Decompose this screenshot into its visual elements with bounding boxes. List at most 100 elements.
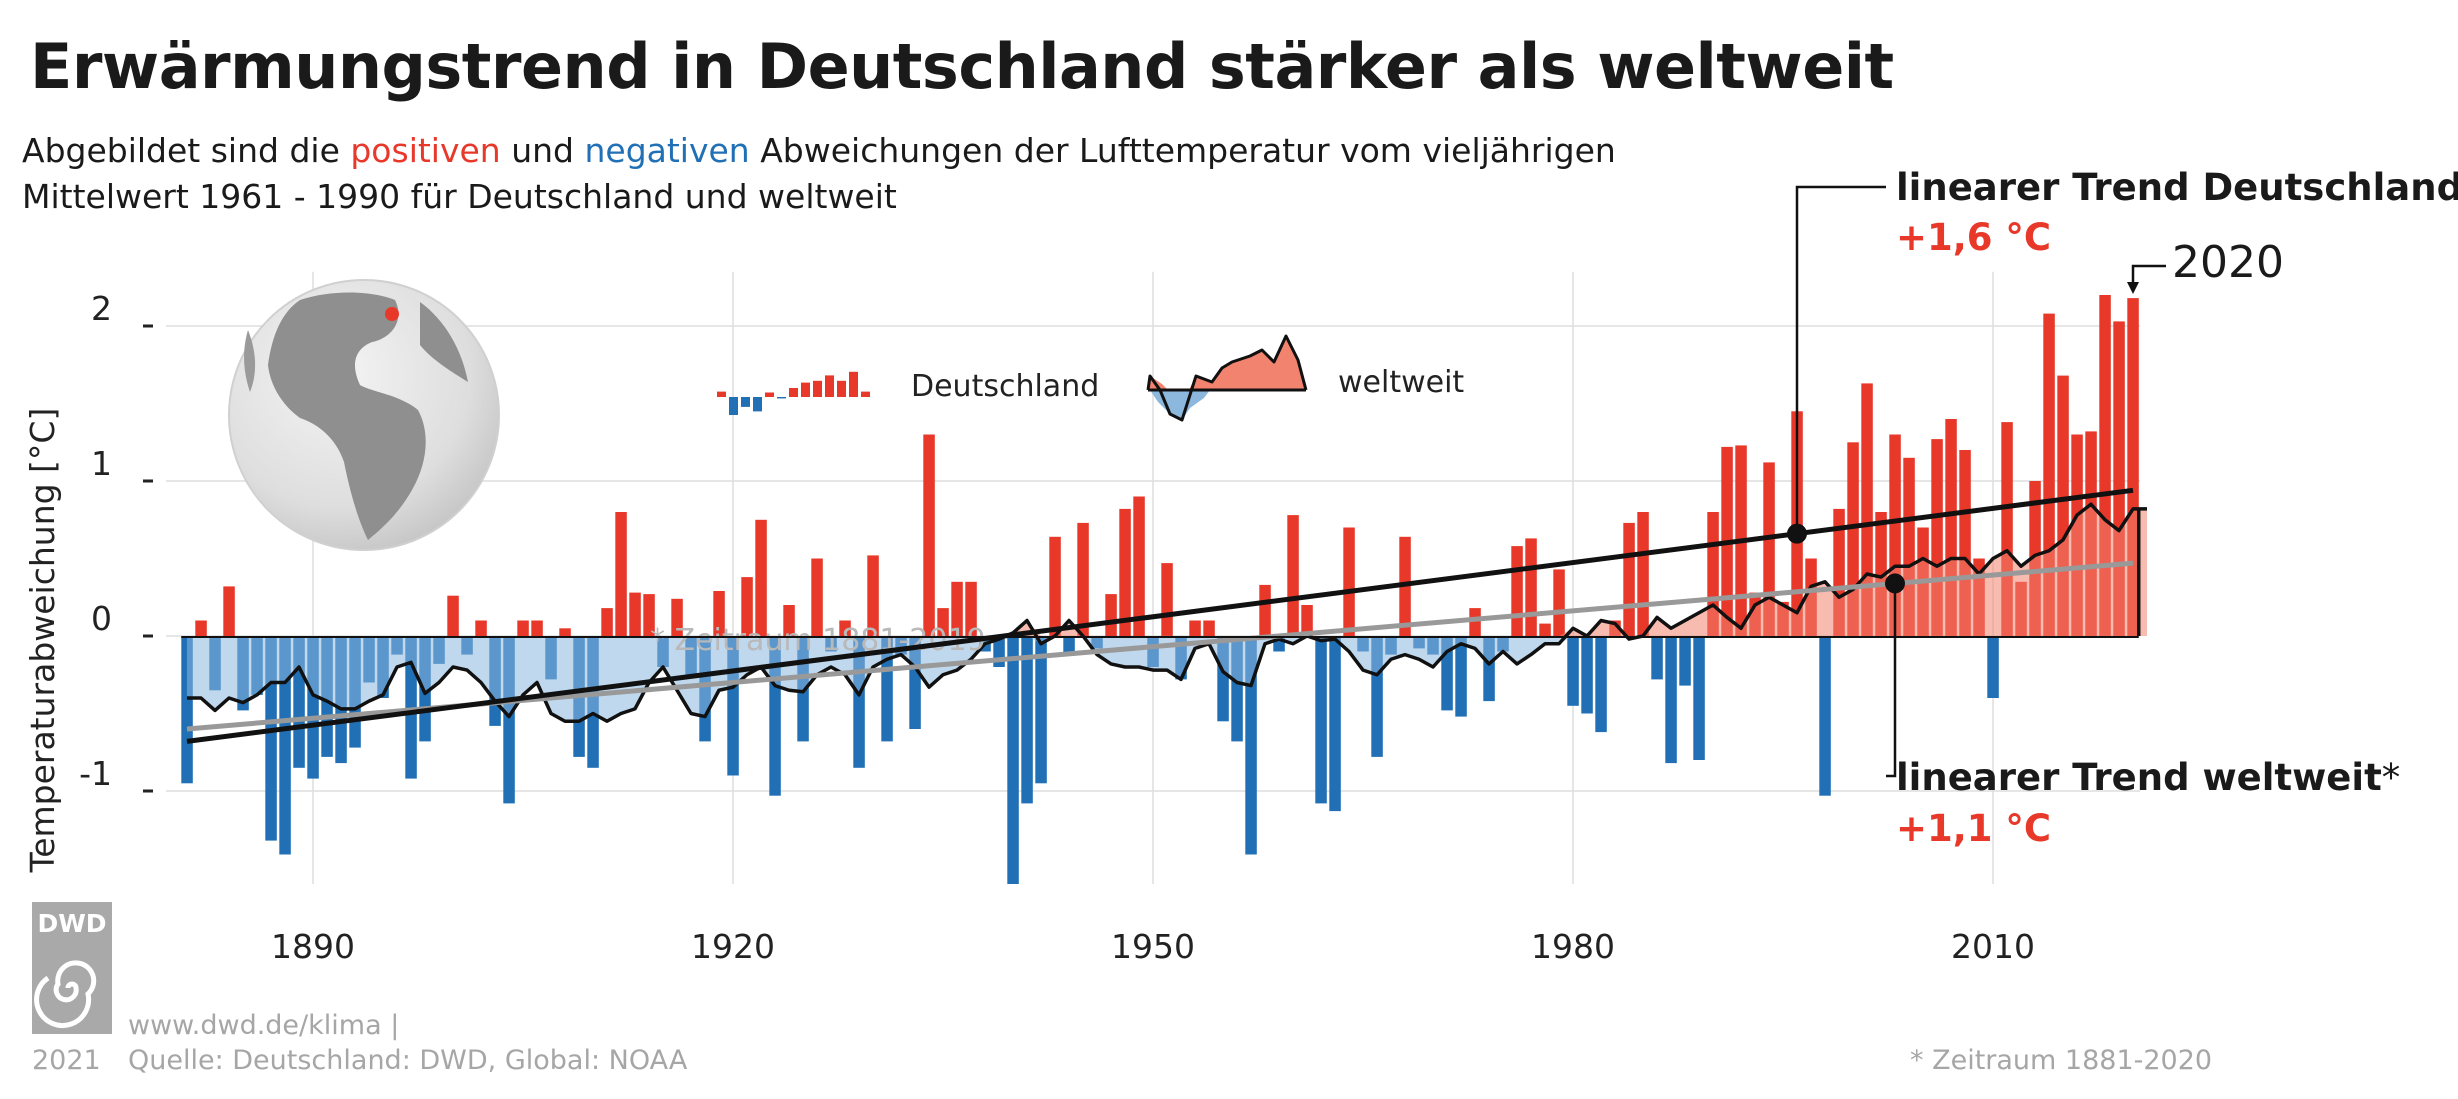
subtitle-text-1: Abgebildet sind die bbox=[22, 131, 351, 170]
bar-deutschland-1928 bbox=[839, 620, 851, 636]
bar-deutschland-1881 bbox=[181, 636, 193, 784]
y-axis-label: Temperaturabweichung [°C] bbox=[23, 408, 62, 874]
bar-deutschland-1904 bbox=[503, 636, 515, 804]
bar-deutschland-1922 bbox=[755, 519, 767, 637]
dwd-logo-text: DWD bbox=[37, 909, 106, 938]
trend-line-deutschland bbox=[186, 487, 2134, 744]
subtitle-text-3: Abweichungen der Lufttemperatur vom viel… bbox=[749, 131, 1616, 170]
bar-deutschland-1919 bbox=[713, 591, 725, 636]
legend-bar bbox=[777, 397, 786, 399]
bar-deutschland-1948 bbox=[1119, 508, 1131, 636]
legend-bar bbox=[741, 397, 750, 407]
bar-deutschland-2000 bbox=[1847, 442, 1859, 637]
bar-deutschland-1999 bbox=[1833, 508, 1845, 636]
bar-deutschland-1956 bbox=[1231, 636, 1243, 742]
bar-deutschland-1888 bbox=[279, 636, 291, 855]
bar-deutschland-1945 bbox=[1077, 522, 1089, 636]
bar-deutschland-1984 bbox=[1623, 522, 1635, 636]
legend-bar bbox=[801, 382, 810, 397]
x-tick-label: 1920 bbox=[691, 927, 775, 966]
bar-deutschland-1962 bbox=[1315, 636, 1327, 804]
bar-deutschland-1920 bbox=[727, 636, 739, 776]
bar-deutschland-1914 bbox=[643, 594, 655, 636]
bar-deutschland-1902 bbox=[475, 620, 487, 636]
bar-deutschland-1940 bbox=[1007, 636, 1019, 884]
footer-source: Quelle: Deutschland: DWD, Global: NOAA bbox=[128, 1045, 688, 1076]
area-weltweit-positive bbox=[187, 504, 2147, 636]
bar-deutschland-1987 bbox=[1665, 636, 1677, 764]
footer-year: 2021 bbox=[32, 1045, 101, 1076]
leader-weltweit bbox=[1886, 583, 1897, 778]
bar-deutschland-1988 bbox=[1679, 636, 1691, 686]
germany-marker bbox=[385, 307, 399, 321]
bar-deutschland-1955 bbox=[1217, 636, 1229, 722]
year-2020-label: 2020 bbox=[2172, 237, 2284, 288]
bar-deutschland-1978 bbox=[1539, 623, 1551, 636]
arrow-head-2020 bbox=[2127, 282, 2139, 294]
bar-deutschland-1882 bbox=[195, 620, 207, 636]
subtitle-negative: negativen bbox=[584, 131, 750, 170]
legend-label-deutschland: Deutschland bbox=[911, 369, 1099, 404]
bar-deutschland-1929 bbox=[853, 636, 865, 768]
bar-deutschland-1959 bbox=[1273, 636, 1285, 652]
bar-deutschland-1982 bbox=[1595, 636, 1607, 733]
bar-deutschland-1941 bbox=[1021, 636, 1033, 804]
bar-deutschland-1939 bbox=[993, 636, 1005, 667]
y-tick-label: 0 bbox=[91, 599, 112, 638]
bar-deutschland-2004 bbox=[1903, 457, 1915, 637]
bar-deutschland-2007 bbox=[1945, 419, 1957, 636]
bar-deutschland-2018 bbox=[2099, 295, 2111, 636]
bar-deutschland-1951 bbox=[1161, 563, 1173, 636]
bar-deutschland-1966 bbox=[1371, 636, 1383, 757]
chart-title: Erwärmungstrend in Deutschland stärker a… bbox=[30, 30, 1894, 103]
bar-deutschland-1887 bbox=[265, 636, 277, 841]
trend-value-weltweit: +1,1 °C bbox=[1896, 807, 2051, 850]
y-tick-label: 2 bbox=[91, 289, 112, 328]
bar-deutschland-1942 bbox=[1035, 636, 1047, 784]
bar-deutschland-1906 bbox=[531, 620, 543, 636]
bar-deutschland-1931 bbox=[881, 636, 893, 742]
trend-annotation-weltweit: linearer Trend weltweit* +1,1 °C bbox=[1885, 573, 2400, 850]
bar-deutschland-2015 bbox=[2057, 375, 2069, 636]
x-tick-label: 1980 bbox=[1531, 927, 1615, 966]
legend-bar bbox=[825, 375, 834, 397]
leader-deutschland bbox=[1795, 185, 1886, 534]
legend-bar bbox=[789, 388, 798, 397]
bar-deutschland-1916 bbox=[671, 598, 683, 636]
bar-deutschland-1961 bbox=[1301, 605, 1313, 636]
legend-bar bbox=[813, 380, 822, 397]
y-axis: -1 0 1 2 bbox=[79, 289, 153, 793]
dwd-logo-icon: DWD bbox=[32, 902, 112, 1034]
x-tick-label: 1890 bbox=[271, 927, 355, 966]
x-tick-label: 2010 bbox=[1951, 927, 2035, 966]
bar-deutschland-1963 bbox=[1329, 636, 1341, 812]
bar-deutschland-2019 bbox=[2113, 321, 2125, 636]
year-2020-annotation: 2020 bbox=[2127, 237, 2284, 294]
arrow-2020 bbox=[2131, 264, 2166, 284]
line-weltweit bbox=[187, 502, 2147, 723]
bar-deutschland-1897 bbox=[405, 636, 417, 779]
subtitle-positive: positiven bbox=[350, 131, 501, 170]
subtitle-text-2: und bbox=[500, 131, 585, 170]
globe-icon bbox=[228, 279, 500, 551]
bar-deutschland-1954 bbox=[1203, 620, 1215, 636]
bar-deutschland-2006 bbox=[1931, 439, 1943, 636]
bar-deutschland-1926 bbox=[811, 558, 823, 636]
bar-deutschland-2020 bbox=[2127, 298, 2139, 636]
bar-deutschland-1971 bbox=[1441, 636, 1453, 711]
zero-baseline-box bbox=[181, 636, 2139, 638]
bar-deutschland-1986 bbox=[1651, 636, 1663, 680]
y-tick-label: 1 bbox=[91, 444, 112, 483]
bar-deutschland-1960 bbox=[1287, 515, 1299, 636]
x-tick-label: 1950 bbox=[1111, 927, 1195, 966]
bar-deutschland-1958 bbox=[1259, 584, 1271, 637]
bar-deutschland-1900 bbox=[447, 595, 459, 636]
legend-swatch-weltweit bbox=[1146, 334, 1308, 422]
footer-url[interactable]: www.dwd.de/klima | bbox=[128, 1010, 399, 1041]
legend-bar bbox=[861, 391, 870, 397]
trend-label-weltweit: linearer Trend weltweit* bbox=[1896, 756, 2400, 799]
marker-deutschland bbox=[1787, 523, 1807, 544]
legend-bar bbox=[729, 397, 738, 415]
period-watermark: * Zeitraum 1881-2019 bbox=[650, 623, 986, 658]
